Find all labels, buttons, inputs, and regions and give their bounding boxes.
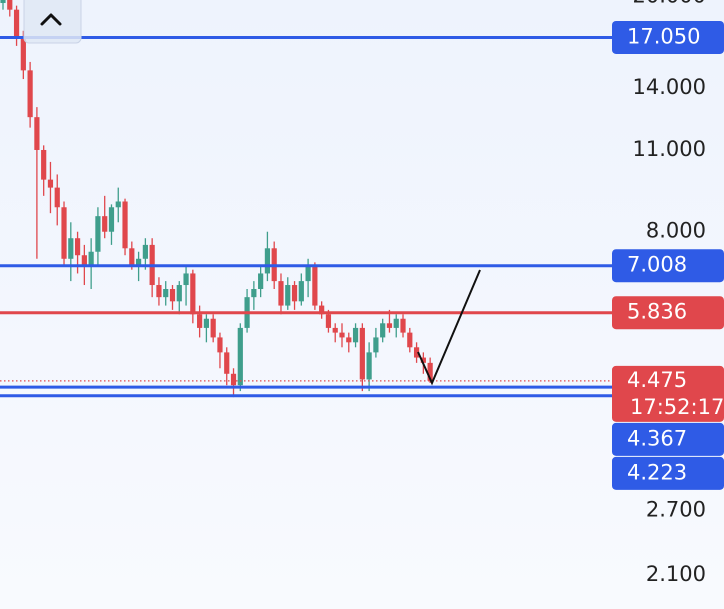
y-tick-label: 8.000 (646, 219, 706, 243)
candle-body (27, 70, 33, 118)
candle-body (346, 337, 352, 343)
candle-body (88, 251, 94, 267)
candle-body (156, 285, 162, 298)
candle-body (258, 273, 264, 290)
candle-body (359, 327, 365, 380)
drawn-trend-line (417, 269, 481, 386)
candle-body (400, 318, 406, 333)
price-tag-label: 5.836 (627, 300, 687, 324)
candle-body (129, 248, 135, 267)
plot-area: 20.000 14.000 11.000 8.000 2.700 2.100 (0, 0, 706, 586)
price-tag-label: 17.050 (627, 24, 700, 48)
candle-body (54, 187, 60, 208)
candle-body (291, 285, 298, 302)
candle-body (74, 238, 81, 256)
candle-body (68, 238, 74, 259)
candle-body (183, 273, 189, 286)
candle-body (427, 362, 433, 381)
candle-body (224, 352, 230, 374)
candle-body (305, 266, 311, 282)
candle-body (108, 207, 115, 232)
price-tag (612, 456, 724, 490)
candle-body (20, 38, 26, 71)
candle-body (380, 323, 386, 338)
y-tick-label: 2.700 (646, 498, 706, 522)
candle-body (278, 281, 284, 306)
candle-body (122, 201, 128, 249)
candle-body (217, 337, 223, 353)
price-tag (612, 365, 724, 422)
candle-body (203, 318, 209, 328)
candle-body (7, 0, 13, 10)
candle-body (285, 285, 291, 306)
collapse-button[interactable] (23, 0, 82, 44)
y-tick-label: 11.000 (633, 137, 706, 161)
candle-body (237, 327, 243, 386)
price-tag (612, 20, 724, 54)
candle-body (169, 289, 176, 302)
price-tag-label: 4.223 (627, 460, 687, 484)
y-tick-label: 2.100 (646, 562, 706, 586)
candle-body (190, 273, 196, 315)
candle-body (339, 332, 345, 338)
price-tag (612, 296, 724, 330)
price-tag (612, 422, 724, 456)
candle-body (332, 327, 338, 333)
candle-body (251, 289, 257, 298)
candle-body (197, 314, 203, 328)
candle-body (142, 244, 148, 259)
candle-body (352, 327, 359, 343)
candle-body (34, 117, 40, 150)
candle-body (163, 289, 169, 298)
candle-body (366, 352, 372, 380)
candle-body (325, 314, 332, 328)
candle-body (413, 347, 420, 358)
price-tag-label: 7.008 (627, 253, 687, 277)
candle-body (115, 201, 121, 208)
candle-body (319, 305, 325, 315)
candle-body (95, 216, 101, 252)
candle-body (298, 281, 304, 302)
candle-body (386, 323, 393, 328)
candle-body (81, 255, 87, 267)
candle-body (47, 179, 54, 188)
price-tag (612, 249, 724, 283)
y-tick-label: 20.000 (633, 0, 706, 8)
candle-body (61, 207, 67, 259)
candle-body (13, 9, 20, 39)
candle-body (373, 337, 379, 353)
candle-body (312, 266, 318, 306)
last-price-label: 4.475 (627, 368, 687, 392)
candle-body (420, 357, 426, 363)
candle-body (41, 149, 47, 180)
candle-body (407, 332, 413, 348)
candle-body (0, 0, 6, 4)
candle-body (176, 285, 182, 302)
candle-body (264, 248, 271, 274)
countdown: 17:52:17 (630, 395, 724, 419)
candle-body (393, 318, 399, 328)
candle-body (230, 373, 237, 386)
candle-body (136, 258, 142, 267)
candle-body (102, 216, 108, 232)
candle-body (210, 318, 216, 338)
price-tag-label: 4.367 (627, 426, 687, 450)
y-tick-label: 14.000 (633, 75, 706, 99)
